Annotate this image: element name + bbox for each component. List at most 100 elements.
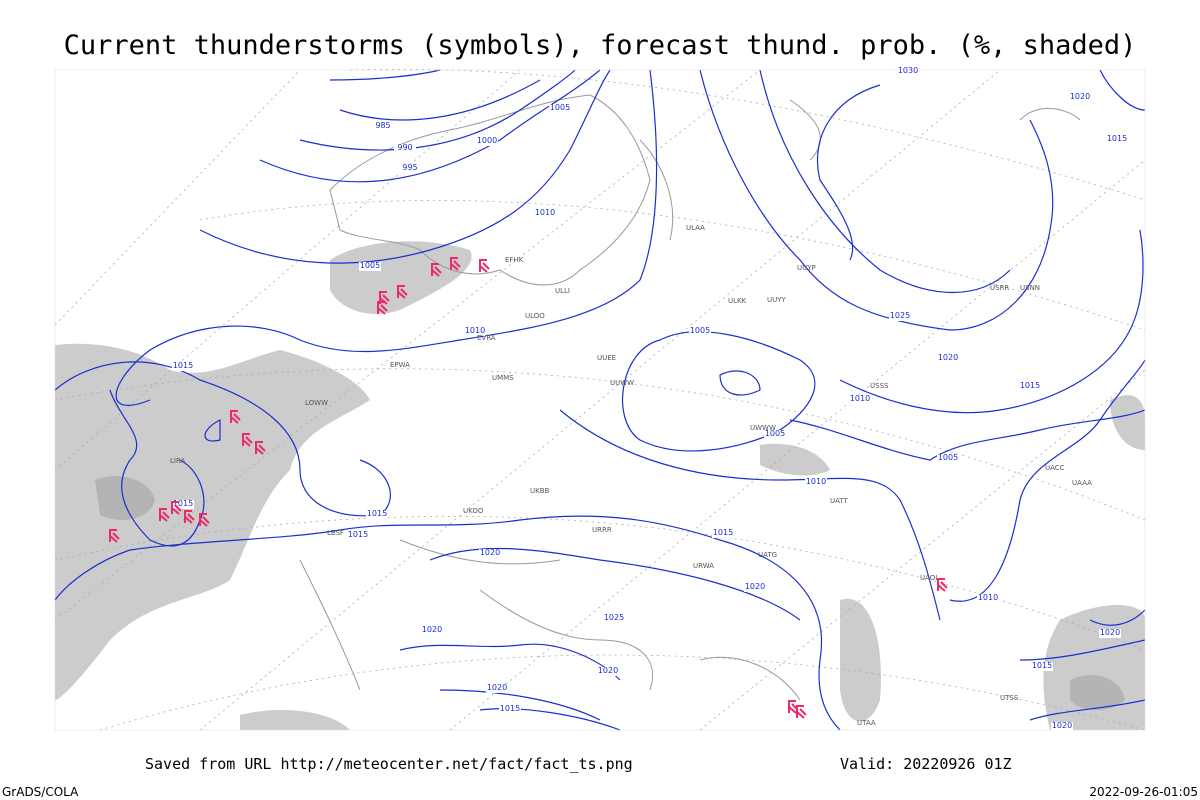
labels: 985 990 995 1000 1005 1010 1005 1010 1015 1015 101…	[170, 66, 1128, 731]
isobar-label: 1020	[598, 666, 618, 675]
station-code: LOWW	[305, 399, 328, 407]
credit: GrADS/COLA	[2, 785, 79, 799]
isobar-label: 1015	[1107, 134, 1127, 143]
isobar-label: 1020	[487, 683, 507, 692]
isobar	[699, 69, 1054, 331]
isobar-label-bg	[1031, 662, 1053, 671]
isobar-label-bg	[549, 104, 571, 113]
isobar-label: 1010	[806, 477, 826, 486]
isobar-label: 985	[375, 121, 390, 130]
isobar-label: 1010	[978, 593, 998, 602]
station-code: UTAA	[857, 719, 876, 727]
station-code: UKBB	[530, 487, 550, 495]
station-code: ULOO	[525, 312, 545, 320]
isobar-label: 1020	[1100, 628, 1120, 637]
isobar-label-bg	[937, 354, 959, 363]
station-code: LBSF	[327, 529, 344, 537]
isobar-label: 1020	[480, 548, 500, 557]
station-code: UMMS	[492, 374, 514, 382]
isobar	[399, 547, 801, 731]
station-code: UAOL	[920, 574, 939, 582]
isobar-label-bg	[486, 684, 508, 693]
thunderstorm-symbol	[159, 508, 170, 522]
isobar-label: 1020	[938, 353, 958, 362]
isobar-label-bg	[366, 510, 388, 519]
isobar-label-bg	[347, 531, 369, 540]
valid-time: Valid: 20220926 01Z	[840, 755, 1012, 773]
station-code: LIRA	[170, 457, 186, 465]
isobar-label-bg	[849, 395, 871, 404]
isobar-label-bg	[359, 262, 381, 271]
station-code: UATG	[758, 551, 777, 559]
thunderstorm-symbol	[242, 433, 253, 447]
isobar-label: 1020	[1070, 92, 1090, 101]
station-code: EVRA	[477, 334, 496, 342]
station-code: UUEE	[597, 354, 616, 362]
isobar-label: 1020	[1052, 721, 1072, 730]
isobar-label: 1010	[850, 394, 870, 403]
station-code: EFHK	[505, 256, 524, 264]
isobar-label-bg	[897, 67, 919, 76]
station-code: UATT	[830, 497, 849, 505]
isobar-label-bg	[399, 164, 421, 173]
isobar-label-bg	[689, 327, 711, 336]
isobar-label-bg	[712, 529, 734, 538]
station-code: USRR	[990, 284, 1009, 292]
isobar-label-bg	[421, 626, 443, 635]
thunderstorm-symbol	[184, 510, 195, 524]
isobar-label: 995	[402, 163, 417, 172]
isobar-label: 1025	[890, 311, 910, 320]
isobar-label: 1015	[1020, 381, 1040, 390]
station-code: USSS	[870, 382, 889, 390]
thunderstorm-symbol	[431, 263, 442, 277]
thunderstorm-symbol	[796, 705, 807, 719]
isobar-label: 1010	[535, 208, 555, 217]
shaded-area	[95, 476, 155, 520]
isobar-label-bg	[464, 327, 486, 336]
source-url: Saved from URL http://meteocenter.net/fa…	[145, 755, 633, 773]
isobar	[559, 229, 1146, 621]
isobar-label-bg	[394, 144, 416, 153]
station-code: UKOO	[463, 507, 484, 515]
thunderstorm-symbol	[255, 441, 266, 455]
isobar-label: 1020	[422, 625, 442, 634]
isobar-label-bg	[1106, 135, 1128, 144]
isobar-label-bg	[744, 583, 766, 592]
isobar-label: 1015	[348, 530, 368, 539]
isobar-label-bg	[1099, 629, 1121, 638]
isobar-label-bg	[805, 478, 827, 487]
isobar	[115, 69, 658, 406]
isobar-label-bg	[977, 594, 999, 603]
isobar-label: 1000	[477, 136, 497, 145]
isobar-label-bg	[603, 614, 625, 623]
station-code: UWWW	[750, 424, 776, 432]
isobar-label: 1025	[604, 613, 624, 622]
isobar-label: 1005	[765, 429, 785, 438]
isobar-label: 1015	[713, 528, 733, 537]
station-code: UUWW	[610, 379, 634, 387]
thunderstorm-symbol	[199, 513, 210, 527]
shaded-area	[1043, 605, 1145, 730]
thunderstorm-symbol	[937, 578, 948, 592]
isobar-label: 1015	[173, 499, 193, 508]
isobar-label-bg	[889, 312, 911, 321]
isobar-label-bg	[476, 137, 498, 146]
station-code: UTSS	[1000, 694, 1019, 702]
station-code: UUYY	[767, 296, 787, 304]
station-code: URWA	[693, 562, 714, 570]
station-code: UAAA	[1072, 479, 1092, 487]
station-code: UUYP	[797, 264, 816, 272]
isobar-label: 1010	[465, 326, 485, 335]
isobar-label-bg	[1069, 93, 1091, 102]
thunderstorm-symbol	[479, 259, 490, 273]
isobar-label-bg	[172, 362, 194, 371]
isobar-label-bg	[372, 122, 394, 131]
isobar-label-bg	[1051, 722, 1073, 731]
isobar-label-bg	[764, 430, 786, 439]
isobar-label-bg	[479, 549, 501, 558]
station-code: ULAA	[686, 224, 705, 232]
graticule	[54, 68, 1146, 731]
station-code: EPWA	[390, 361, 410, 369]
